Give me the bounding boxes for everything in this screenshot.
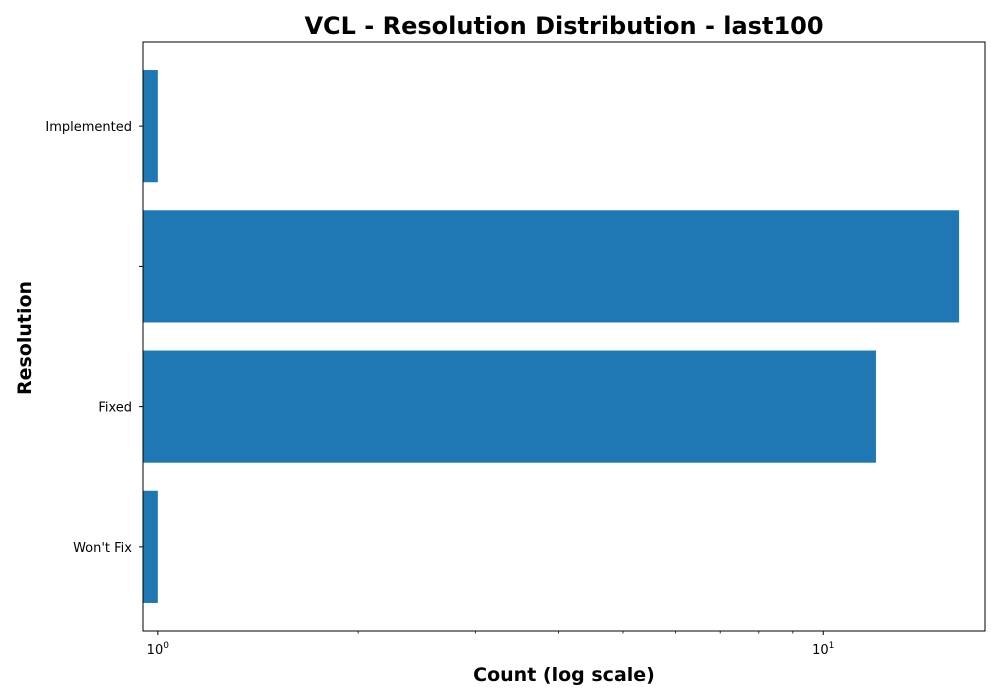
bar-2 — [143, 210, 960, 323]
x-axis-label: Count (log scale) — [473, 664, 655, 686]
y-axis-label: Resolution — [14, 281, 36, 395]
bar-0 — [143, 490, 158, 603]
x-axis: 100 101 — [147, 631, 834, 658]
x-tick-label-0: 100 — [147, 641, 170, 658]
bar-3 — [143, 70, 158, 183]
chart-title: VCL - Resolution Distribution - last100 — [304, 12, 823, 40]
y-tick-label-3: Implemented — [45, 120, 132, 135]
y-tick-label-0: Won't Fix — [73, 541, 132, 556]
bars-group — [143, 70, 960, 603]
y-axis: Won't Fix Fixed Implemented — [45, 120, 143, 556]
plot-frame — [142, 41, 986, 632]
x-tick-label-1: 101 — [812, 641, 834, 658]
bar-1 — [143, 350, 876, 463]
y-tick-label-1: Fixed — [98, 401, 132, 416]
